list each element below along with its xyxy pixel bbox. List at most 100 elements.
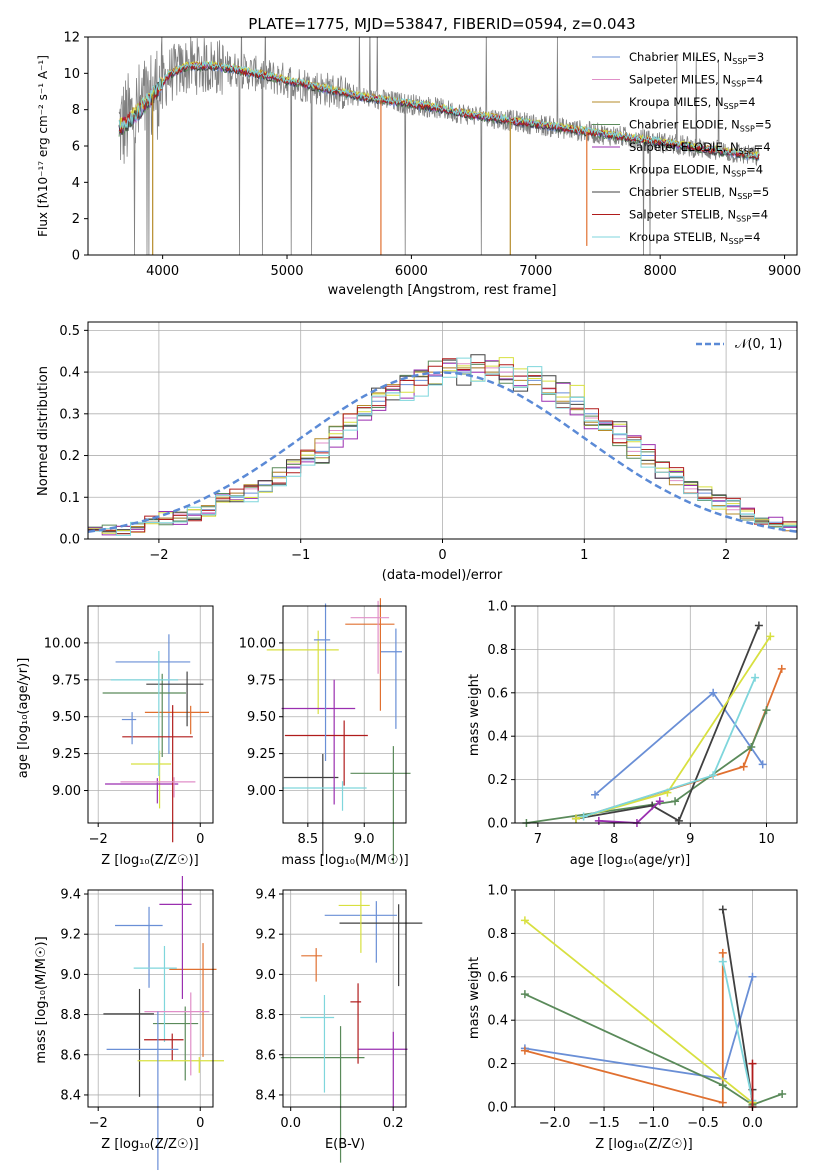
y-tick-label: 0.2 — [487, 773, 508, 788]
histogram-x-tick-label: 0 — [438, 548, 446, 563]
spectrum-legend: Chabrier MILES, NSSP=3 Salpeter MILES, NS… — [592, 50, 772, 246]
spectrum-panel: PLATE=1775, MJD=53847, FIBERID=0594, z=0… — [36, 15, 801, 298]
x-tick-label: 0.2 — [383, 1116, 404, 1131]
weight-vs-z-panel: −2.0 −1.5 −1.0 −0.5 0.0 0.0 0.2 0.4 0.6 0.8 1.0 — [487, 884, 798, 1131]
spectrum-y-tick-label: 8 — [72, 103, 80, 118]
weight-marker — [758, 760, 767, 769]
weight-marker — [594, 816, 603, 825]
histogram-y-tick-label: 0.1 — [59, 491, 80, 506]
age-z-y-label: age [log₁₀(age/yr)] — [16, 658, 31, 779]
y-tick-label: 1.0 — [487, 600, 508, 615]
weight-marker — [709, 688, 718, 697]
spectrum-x-ticks: 4000 5000 6000 7000 8000 9000 — [146, 255, 801, 279]
x-tick-label: −2.0 — [539, 1116, 571, 1131]
y-tick-label: 9.4 — [255, 888, 276, 903]
weight-marker — [718, 957, 727, 966]
y-tick-label: 9.00 — [52, 784, 81, 799]
y-tick-label: 9.0 — [60, 968, 81, 983]
weight-marker — [718, 1098, 727, 1107]
weight-marker — [520, 1046, 529, 1055]
weight-line — [524, 993, 783, 1106]
legend-label: Salpeter MILES, NSSP=4 — [629, 73, 763, 89]
x-tick-label: 8.5 — [297, 832, 318, 847]
weight-marker — [579, 812, 588, 821]
x-tick-label: 0 — [196, 832, 204, 847]
weight-marker — [718, 948, 727, 957]
y-tick-label: 9.00 — [247, 784, 276, 799]
mass-vs-ebv-panel: 0.0 0.2 8.4 8.6 8.8 9.0 9.2 9.4 — [255, 888, 423, 1163]
weight-marker — [748, 1059, 757, 1068]
histogram-y-ticks: 0.0 0.1 0.2 0.3 0.4 0.5 — [59, 324, 88, 548]
y-tick-label: 0.2 — [487, 1057, 508, 1072]
weight-marker — [778, 1089, 787, 1098]
histogram-x-tick-label: 1 — [580, 548, 588, 563]
legend-label: Chabrier STELIB, NSSP=5 — [629, 185, 769, 201]
age-vs-mass-panel: 8.5 9.0 9.00 9.25 9.50 9.75 10.00 — [239, 598, 411, 864]
weight-line — [524, 919, 754, 1104]
x-tick-label: −1.0 — [638, 1116, 670, 1131]
weight-marker — [591, 790, 600, 799]
panel-frame — [87, 605, 214, 824]
legend-label: Kroupa ELODIE, NSSP=4 — [629, 163, 763, 179]
y-tick-label: 9.50 — [247, 710, 276, 725]
y-tick-label: 10.00 — [44, 636, 81, 651]
histogram-y-tick-label: 0.3 — [59, 407, 80, 422]
weight-marker — [777, 664, 786, 673]
panel-frame — [282, 605, 407, 824]
spectrum-x-tick-label: 8000 — [644, 264, 677, 279]
spectrum-y-tick-label: 10 — [63, 67, 80, 82]
panel-frame — [282, 889, 407, 1108]
y-tick-label: 9.0 — [255, 968, 276, 983]
y-tick-label: 9.50 — [52, 710, 81, 725]
age-mass-x-label: mass [log₁₀(M/M☉)] — [281, 853, 408, 868]
x-tick-label: −2 — [89, 832, 108, 847]
spectrum-y-tick-label: 2 — [72, 212, 80, 227]
gaussian-curve — [88, 371, 797, 533]
histogram-y-tick-label: 0.5 — [59, 324, 80, 339]
histogram-y-tick-label: 0.0 — [59, 533, 80, 548]
y-tick-label: 9.75 — [52, 673, 81, 688]
age-z-x-label: Z [log₁₀(Z/Z☉)] — [101, 853, 198, 868]
spectrum-x-tick-label: 7000 — [519, 264, 552, 279]
spectrum-y-tick-label: 0 — [72, 249, 80, 264]
weight-marker — [748, 972, 757, 981]
weight-marker — [520, 916, 529, 925]
spectrum-x-tick-label: 6000 — [395, 264, 428, 279]
histogram-y-label: Normed distribution — [36, 366, 51, 496]
y-tick-label: 9.25 — [52, 747, 81, 762]
y-tick-label: 0.8 — [487, 643, 508, 658]
histogram-x-label: (data-model)/error — [382, 568, 503, 583]
y-tick-label: 9.75 — [247, 673, 276, 688]
weight-line — [575, 625, 760, 823]
spectrum-model-line — [118, 60, 759, 159]
y-tick-label: 8.4 — [60, 1088, 81, 1103]
y-tick-label: 0.4 — [487, 1014, 508, 1029]
spectrum-y-tick-label: 4 — [72, 176, 80, 191]
y-tick-label: 8.6 — [60, 1048, 81, 1063]
y-tick-label: 1.0 — [487, 884, 508, 899]
legend-label: Kroupa MILES, NSSP=4 — [629, 95, 755, 111]
histogram-y-tick-label: 0.2 — [59, 449, 80, 464]
histogram-x-ticks: −2 −1 0 1 2 — [149, 539, 730, 563]
spectrum-y-label: Flux [fλ10⁻¹⁷ erg cm⁻² s⁻¹ A⁻¹] — [36, 55, 50, 237]
histogram-x-tick-label: −1 — [291, 548, 310, 563]
y-tick-label: 10.00 — [239, 636, 276, 651]
x-tick-label: 7 — [534, 832, 542, 847]
y-tick-label: 9.4 — [60, 888, 81, 903]
spectrum-x-tick-label: 5000 — [270, 264, 303, 279]
histogram-step — [88, 358, 797, 535]
y-tick-label: 8.8 — [255, 1008, 276, 1023]
y-tick-label: 9.25 — [247, 747, 276, 762]
y-tick-label: 8.6 — [255, 1048, 276, 1063]
mass-ebv-x-label: E(B-V) — [325, 1137, 365, 1152]
x-tick-label: −0.5 — [687, 1116, 719, 1131]
y-tick-label: 8.4 — [255, 1088, 276, 1103]
weight-marker — [655, 797, 664, 806]
y-tick-label: 0.0 — [487, 1101, 508, 1116]
legend-label: Salpeter ELODIE, NSSP=4 — [629, 140, 771, 156]
x-tick-label: 0 — [196, 1116, 204, 1131]
x-tick-label: 0.0 — [280, 1116, 301, 1131]
mass-z-y-label: mass [log₁₀(M/M☉)] — [34, 936, 49, 1063]
legend-label: Chabrier ELODIE, NSSP=5 — [629, 118, 772, 134]
spectrum-model-line — [118, 61, 760, 160]
